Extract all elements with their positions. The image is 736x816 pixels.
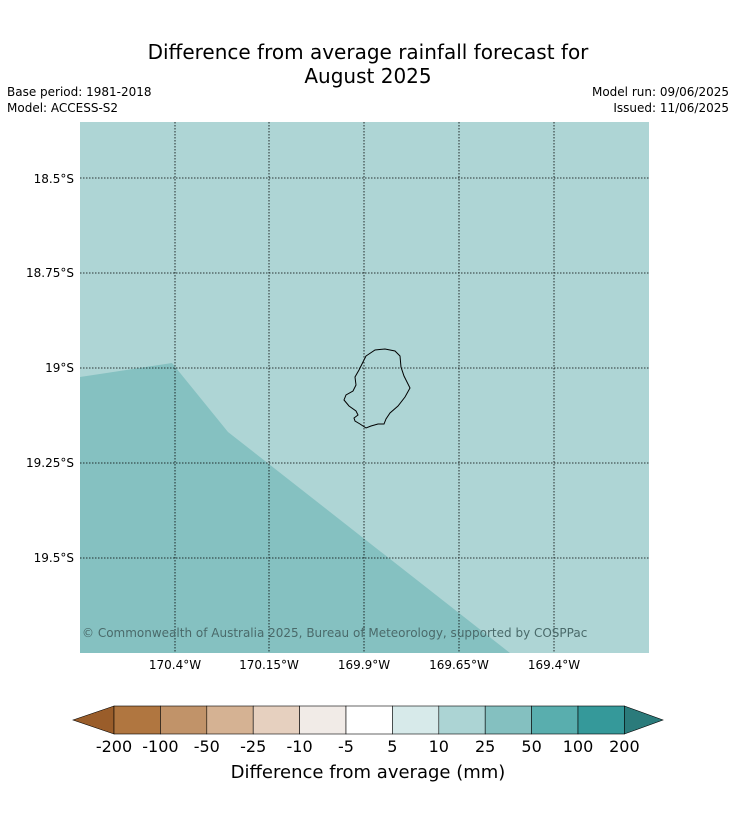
model-run-text: Model run: 09/06/2025 [591, 85, 729, 99]
lat-label-18-5: 18.5°S [33, 172, 74, 186]
colorbar-tick-label: 50 [521, 737, 542, 756]
colorbar-segment [531, 705, 579, 735]
colorbar-tick-label: -10 [286, 737, 313, 756]
colorbar-tick-label: 200 [609, 737, 640, 756]
issued-text: Issued: 11/06/2025 [613, 101, 729, 115]
colorbar-segment [438, 705, 486, 735]
colorbar-tick-label: -200 [95, 737, 133, 756]
colorbar-tick-label: -50 [193, 737, 220, 756]
colorbar-segment [299, 705, 347, 735]
model-text: Model: ACCESS-S2 [7, 101, 119, 115]
base-period-text: Base period: 1981-2018 [7, 85, 152, 99]
colorbar-tick-label: -5 [338, 737, 354, 756]
colorbar-segment [392, 705, 440, 735]
colorbar-tick-label: -100 [142, 737, 179, 756]
lat-label-19-25: 19.25°S [26, 456, 74, 470]
lon-label-170-15: 170.15°W [239, 658, 299, 672]
copyright-text: © Commonwealth of Australia 2025, Bureau… [82, 626, 588, 640]
colorbar-segment [160, 705, 208, 735]
colorbar [72, 705, 664, 735]
map-title-line1: Difference from average rainfall forecas… [147, 40, 589, 64]
lat-label-19-5: 19.5°S [33, 551, 74, 565]
lon-label-169-65: 169.65°W [429, 658, 489, 672]
colorbar-tick-label: -25 [240, 737, 267, 756]
colorbar-extend-high [624, 705, 664, 735]
island-outline [343, 348, 411, 429]
colorbar-extend-low [72, 705, 115, 735]
colorbar-title: Difference from average (mm) [230, 762, 506, 783]
colorbar-segment [484, 705, 532, 735]
lon-label-170-4: 170.4°W [148, 658, 202, 672]
lat-label-18-75: 18.75°S [26, 266, 74, 280]
meta-right: Model run: 09/06/2025 Issued: 11/06/2025 [592, 84, 729, 116]
map-panel [80, 122, 649, 653]
colorbar-tick-label: 5 [387, 737, 398, 756]
lon-label-169-9: 169.9°W [337, 658, 391, 672]
map-title-line2: August 2025 [304, 64, 432, 88]
colorbar-tick-label: 10 [428, 737, 449, 756]
gridlines [80, 122, 649, 653]
colorbar-segment [577, 705, 625, 735]
colorbar-segment [113, 705, 161, 735]
colorbar-tick-label: 25 [475, 737, 496, 756]
lat-label-19: 19°S [45, 361, 74, 375]
lon-label-169-4: 169.4°W [527, 658, 581, 672]
colorbar-tick-label: 100 [562, 737, 594, 756]
colorbar-segment [252, 705, 300, 735]
colorbar-segment [345, 705, 393, 735]
colorbar-segment [206, 705, 254, 735]
map-region-25-50 [80, 363, 510, 653]
meta-left: Base period: 1981-2018 Model: ACCESS-S2 [7, 84, 152, 116]
